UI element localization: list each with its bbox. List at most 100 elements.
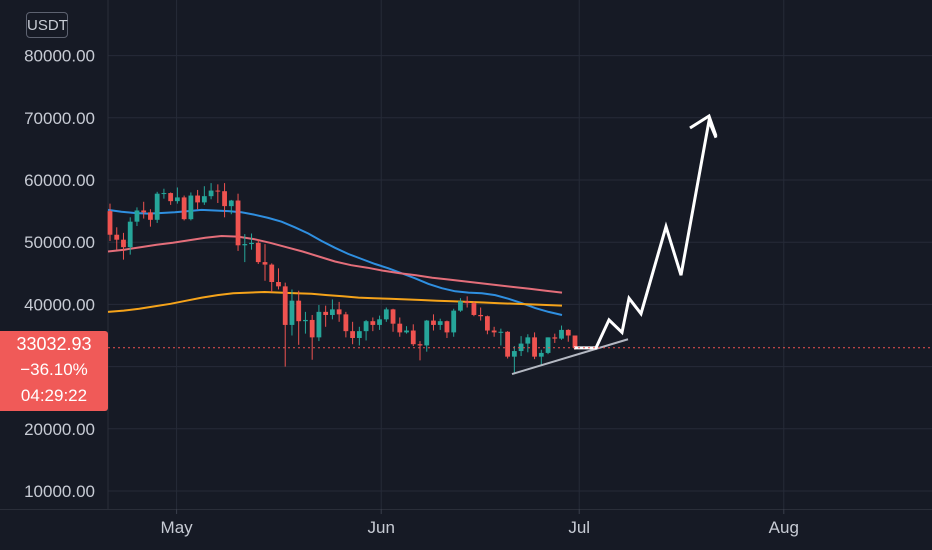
candle[interactable] xyxy=(417,341,423,361)
drawing-annotations[interactable] xyxy=(511,113,718,376)
candle[interactable] xyxy=(336,301,342,322)
candle[interactable] xyxy=(141,201,147,219)
candle-body xyxy=(363,321,369,332)
candle-body xyxy=(296,300,302,322)
candle-body xyxy=(121,239,126,248)
candle[interactable] xyxy=(545,337,551,355)
candles[interactable] xyxy=(107,183,578,375)
candle[interactable] xyxy=(296,290,302,345)
candle[interactable] xyxy=(484,315,490,335)
candle[interactable] xyxy=(161,188,167,199)
candle-body xyxy=(484,316,490,331)
candle[interactable] xyxy=(201,186,207,205)
candle[interactable] xyxy=(242,234,248,263)
candle-body xyxy=(181,197,187,220)
support-trendline[interactable] xyxy=(511,338,629,376)
candle[interactable] xyxy=(390,308,396,332)
candle-body xyxy=(404,330,409,333)
candle[interactable] xyxy=(518,336,524,357)
candle-body xyxy=(336,309,342,315)
candle-body xyxy=(242,244,248,246)
x-tick-label: Jun xyxy=(367,518,394,537)
candle[interactable] xyxy=(525,334,531,353)
moving-average-line[interactable] xyxy=(107,290,563,313)
candle[interactable] xyxy=(107,203,113,241)
candle-body xyxy=(222,191,227,207)
y-tick-label: 50000.00 xyxy=(24,233,95,252)
candle[interactable] xyxy=(363,319,369,341)
candle-body xyxy=(565,329,571,336)
candle-body xyxy=(572,335,578,348)
candle[interactable] xyxy=(370,317,376,332)
candle[interactable] xyxy=(323,305,329,327)
y-axis[interactable]: 80000.00 70000.00 60000.00 50000.00 40000.00… xyxy=(24,47,95,501)
candle[interactable] xyxy=(565,329,571,342)
candle[interactable] xyxy=(491,326,497,337)
candle[interactable] xyxy=(397,317,403,337)
candle[interactable] xyxy=(511,346,517,375)
candle[interactable] xyxy=(329,299,335,320)
candle[interactable] xyxy=(168,192,174,205)
candle[interactable] xyxy=(410,324,416,347)
candle[interactable] xyxy=(134,207,140,227)
candle[interactable] xyxy=(154,191,160,223)
candle[interactable] xyxy=(188,192,194,221)
candle[interactable] xyxy=(356,326,362,346)
candle[interactable] xyxy=(471,301,477,317)
candle[interactable] xyxy=(451,308,457,337)
candle[interactable] xyxy=(208,183,214,200)
candle[interactable] xyxy=(195,189,201,210)
candle[interactable] xyxy=(127,217,133,255)
candle[interactable] xyxy=(282,282,288,367)
candle[interactable] xyxy=(215,184,221,204)
candle[interactable] xyxy=(404,326,409,334)
candle[interactable] xyxy=(262,244,268,281)
candle[interactable] xyxy=(181,195,187,221)
candle[interactable] xyxy=(552,333,558,343)
candle[interactable] xyxy=(505,331,511,359)
candle[interactable] xyxy=(464,296,470,308)
candle[interactable] xyxy=(303,311,308,334)
x-axis[interactable]: May Jun Jul Aug xyxy=(161,509,799,537)
candle[interactable] xyxy=(222,183,227,218)
candle-body xyxy=(303,319,308,322)
candle[interactable] xyxy=(235,193,241,251)
candle[interactable] xyxy=(289,289,295,336)
candle[interactable] xyxy=(255,239,261,264)
candle[interactable] xyxy=(350,321,356,345)
projection-arrow-path[interactable] xyxy=(574,115,718,350)
candle[interactable] xyxy=(174,187,180,204)
candle[interactable] xyxy=(309,314,315,360)
candle[interactable] xyxy=(424,319,430,352)
candle[interactable] xyxy=(458,298,463,312)
candle[interactable] xyxy=(437,318,443,330)
candle[interactable] xyxy=(148,209,153,227)
candle-body xyxy=(370,321,376,325)
candle-body xyxy=(249,242,254,245)
moving-average-line[interactable] xyxy=(107,234,563,294)
candle[interactable] xyxy=(383,307,389,322)
candle[interactable] xyxy=(249,233,254,250)
y-tick-label: 60000.00 xyxy=(24,171,95,190)
candle-body xyxy=(161,193,167,195)
candle[interactable] xyxy=(377,315,382,330)
candle[interactable] xyxy=(114,227,120,250)
candle[interactable] xyxy=(316,305,322,342)
candle[interactable] xyxy=(444,320,450,338)
candle[interactable] xyxy=(276,268,281,290)
candle[interactable] xyxy=(538,349,544,366)
y-tick-label: 10000.00 xyxy=(24,482,95,501)
candle-body xyxy=(471,303,477,315)
candle[interactable] xyxy=(478,307,484,321)
candle-body xyxy=(235,200,241,246)
candle[interactable] xyxy=(228,199,234,215)
candle[interactable] xyxy=(121,232,126,260)
candle[interactable] xyxy=(343,311,349,338)
candle[interactable] xyxy=(532,332,537,360)
candle[interactable] xyxy=(269,263,275,292)
candle[interactable] xyxy=(559,325,564,340)
candle[interactable] xyxy=(431,314,436,331)
candle[interactable] xyxy=(498,328,504,346)
currency-badge[interactable]: USDT xyxy=(26,12,68,38)
